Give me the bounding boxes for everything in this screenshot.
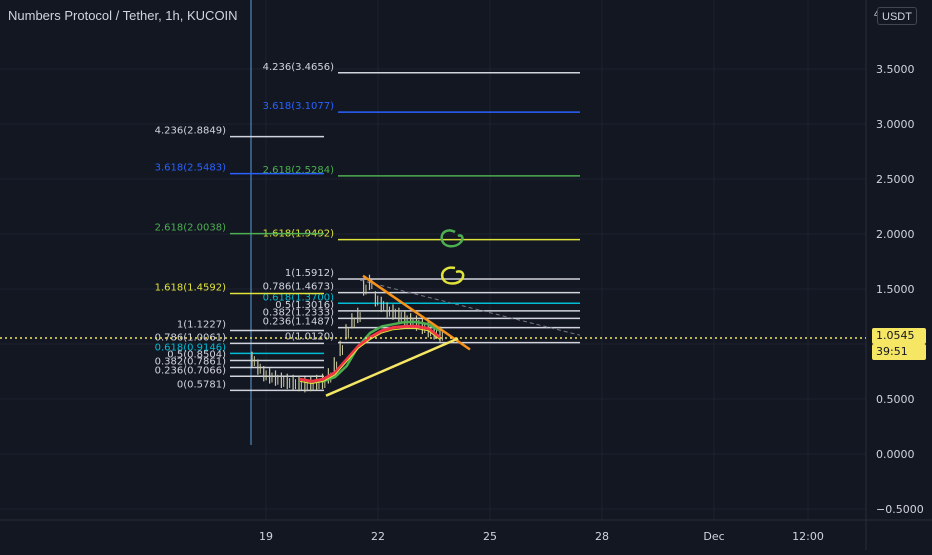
y-tick-label: 1.5000 — [876, 283, 915, 296]
title-separator: , — [179, 8, 187, 23]
symbol-name: Numbers Protocol / Tether — [8, 8, 159, 23]
y-tick-label: 3.5000 — [876, 63, 915, 76]
y-tick-label: 2.0000 — [876, 228, 915, 241]
fib-level-label: 2.618(2.0038) — [155, 223, 227, 234]
fib-level-label: 0.382(1.2333) — [263, 307, 335, 318]
y-tick-label: 0.0000 — [876, 448, 915, 461]
fib-level-label: 0.236(1.1487) — [263, 317, 335, 328]
y-tick-label: 3.0000 — [876, 118, 915, 131]
yellow-circle-annotation — [441, 266, 465, 285]
chart-title: Numbers Protocol / Tether, 1h, KUCOIN — [8, 8, 238, 23]
moving-average-yellow — [299, 328, 441, 385]
fib-level-label: 0.618(1.3700) — [263, 292, 335, 303]
x-tick-label: 25 — [483, 530, 497, 543]
fib-level-label: 1.618(1.4592) — [155, 282, 227, 293]
fib-level-label: 0.618(0.9146) — [155, 342, 227, 353]
green-circle-annotation — [440, 229, 464, 248]
interval: 1h — [165, 8, 180, 23]
fib-level-label: 0.5(1.3016) — [275, 300, 334, 311]
y-tick-label: −0.5000 — [876, 503, 924, 516]
fib-level-label: 0.5(0.8504) — [167, 349, 226, 360]
fib-level-label: 0(0.5781) — [177, 379, 226, 390]
y-tick-label: 2.5000 — [876, 173, 915, 186]
bar-countdown-label: 39:51 — [872, 344, 926, 360]
title-separator: , — [158, 8, 166, 23]
descending-trendline — [362, 274, 471, 351]
unit-prefix: 4 — [874, 9, 880, 20]
x-tick-label: 22 — [371, 530, 385, 543]
x-tick-label: 28 — [595, 530, 609, 543]
fib-level-label: 4.236(2.8849) — [155, 126, 227, 137]
fib-level-label: 0.236(0.7066) — [155, 365, 227, 376]
dashed-trend-line — [359, 279, 581, 336]
fib-level-label: 0.382(0.7861) — [155, 357, 227, 368]
fib-level-label: 3.618(3.1077) — [263, 101, 335, 112]
x-tick-label: Dec — [703, 530, 724, 543]
currency-unit-button[interactable]: USDT — [877, 7, 917, 25]
fib-level-label: 0.786(1.4673) — [263, 282, 335, 293]
fib-level-label: 3.618(2.5483) — [155, 163, 227, 174]
current-price-label: 1.0545 — [872, 328, 926, 344]
fib-level-label: 1(1.1227) — [177, 320, 226, 331]
fib-level-label: 4.236(3.4656) — [263, 62, 335, 73]
ascending-trendline — [325, 337, 459, 397]
x-tick-label: 12:00 — [792, 530, 824, 543]
y-tick-label: 0.5000 — [876, 393, 915, 406]
fib-level-label: 2.618(2.5284) — [263, 165, 335, 176]
exchange: KUCOIN — [187, 8, 238, 23]
fib-level-label: 0(1.0120) — [285, 332, 334, 343]
fib-level-label: 1(1.5912) — [285, 268, 334, 279]
x-tick-label: 19 — [259, 530, 273, 543]
